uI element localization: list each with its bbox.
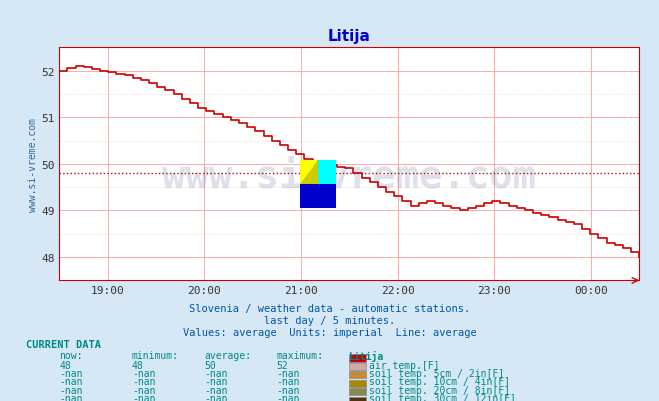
Polygon shape <box>300 184 336 209</box>
Y-axis label: www.si-vreme.com: www.si-vreme.com <box>28 117 38 211</box>
Text: soil temp. 10cm / 4in[F]: soil temp. 10cm / 4in[F] <box>369 377 510 387</box>
Text: last day / 5 minutes.: last day / 5 minutes. <box>264 315 395 325</box>
Text: -nan: -nan <box>132 393 156 401</box>
Text: soil temp. 5cm / 2in[F]: soil temp. 5cm / 2in[F] <box>369 368 504 378</box>
Text: -nan: -nan <box>59 385 83 395</box>
Text: -nan: -nan <box>277 385 301 395</box>
Title: Litija: Litija <box>328 29 371 44</box>
Text: 48: 48 <box>132 360 144 370</box>
Polygon shape <box>318 160 336 184</box>
Polygon shape <box>300 160 318 184</box>
Text: Slovenia / weather data - automatic stations.: Slovenia / weather data - automatic stat… <box>189 303 470 313</box>
Text: -nan: -nan <box>204 377 228 387</box>
Text: 48: 48 <box>59 360 71 370</box>
Text: average:: average: <box>204 350 251 360</box>
Text: now:: now: <box>59 350 83 360</box>
Text: -nan: -nan <box>277 393 301 401</box>
Text: soil temp. 20cm / 8in[F]: soil temp. 20cm / 8in[F] <box>369 385 510 395</box>
Text: -nan: -nan <box>204 368 228 378</box>
Text: -nan: -nan <box>277 377 301 387</box>
Text: -nan: -nan <box>59 377 83 387</box>
Text: -nan: -nan <box>59 368 83 378</box>
Text: soil temp. 30cm / 12in[F]: soil temp. 30cm / 12in[F] <box>369 393 516 401</box>
Text: maximum:: maximum: <box>277 350 324 360</box>
Text: Litija: Litija <box>349 350 384 360</box>
Text: minimum:: minimum: <box>132 350 179 360</box>
Text: -nan: -nan <box>132 368 156 378</box>
Text: -nan: -nan <box>132 377 156 387</box>
Text: 52: 52 <box>277 360 289 370</box>
Text: -nan: -nan <box>277 368 301 378</box>
Text: -nan: -nan <box>59 393 83 401</box>
Polygon shape <box>300 160 318 184</box>
Text: -nan: -nan <box>204 385 228 395</box>
Text: CURRENT DATA: CURRENT DATA <box>26 339 101 349</box>
Text: -nan: -nan <box>204 393 228 401</box>
Text: 50: 50 <box>204 360 216 370</box>
Text: -nan: -nan <box>132 385 156 395</box>
Text: www.si-vreme.com: www.si-vreme.com <box>162 157 536 195</box>
Text: air temp.[F]: air temp.[F] <box>369 360 440 370</box>
Text: Values: average  Units: imperial  Line: average: Values: average Units: imperial Line: av… <box>183 327 476 337</box>
